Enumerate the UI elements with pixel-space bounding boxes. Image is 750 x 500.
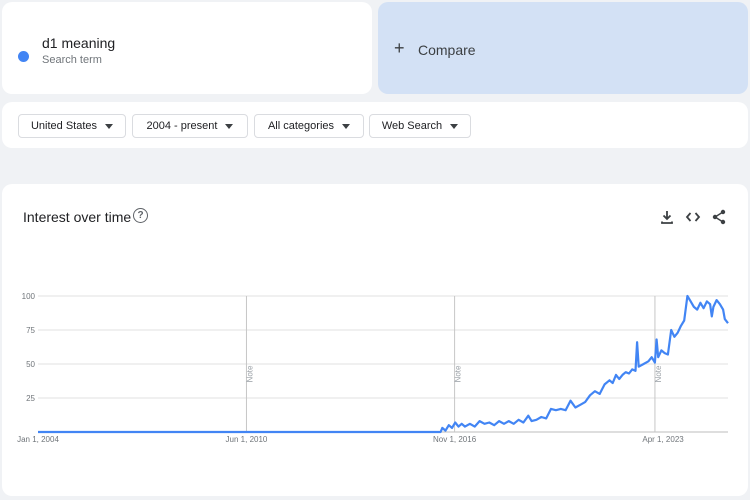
region-filter-label: United States xyxy=(30,120,98,132)
plus-icon: + xyxy=(394,38,405,58)
interest-over-time-card: Interest over time ? 100 75 50 25 Jan 1, 200… xyxy=(2,184,748,496)
caret-down-icon xyxy=(225,123,234,129)
search-term-card[interactable]: d1 meaning Search term xyxy=(2,2,372,94)
search-term-subtitle: Search term xyxy=(42,54,102,66)
help-icon[interactable]: ? xyxy=(133,208,148,223)
chart-title: Interest over time xyxy=(23,209,132,225)
note-label: Note xyxy=(654,365,663,382)
y-tick-label: 100 xyxy=(22,292,36,301)
caret-down-icon xyxy=(342,123,351,129)
time-range-filter-label: 2004 - present xyxy=(146,120,218,132)
y-tick-label: 50 xyxy=(26,360,35,369)
category-filter[interactable]: All categories xyxy=(254,114,364,138)
note-label: Note xyxy=(454,365,463,382)
note-label: Note xyxy=(245,365,254,382)
caret-down-icon xyxy=(105,123,114,129)
time-range-filter[interactable]: 2004 - present xyxy=(132,114,248,138)
y-tick-label: 25 xyxy=(26,394,35,403)
x-tick-label: Jan 1, 2004 xyxy=(17,435,59,444)
interest-line-chart: 100 75 50 25 Jan 1, 2004 Jun 1, 2010 Nov 1, 20… xyxy=(17,292,729,444)
download-icon[interactable] xyxy=(658,208,676,226)
category-filter-label: All categories xyxy=(267,120,335,132)
filter-bar: United States 2004 - present All categor… xyxy=(2,102,748,148)
y-tick-label: 75 xyxy=(26,326,35,335)
caret-down-icon xyxy=(450,123,459,129)
x-tick-label: Nov 1, 2016 xyxy=(433,435,477,444)
search-type-filter[interactable]: Web Search xyxy=(369,114,471,138)
search-type-filter-label: Web Search xyxy=(381,120,443,132)
region-filter[interactable]: United States xyxy=(18,114,126,138)
search-term-name[interactable]: d1 meaning xyxy=(42,35,116,51)
embed-icon[interactable] xyxy=(684,208,702,226)
trend-series-line xyxy=(38,294,729,434)
share-icon[interactable] xyxy=(710,208,728,226)
compare-button[interactable]: + Compare xyxy=(378,2,748,94)
compare-label: Compare xyxy=(418,42,476,58)
x-tick-label: Jun 1, 2010 xyxy=(226,435,268,444)
x-tick-label: Apr 1, 2023 xyxy=(642,435,684,444)
term-color-dot xyxy=(18,51,29,62)
